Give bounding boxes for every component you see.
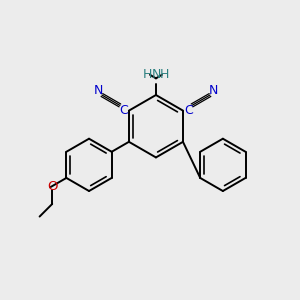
Text: H: H bbox=[143, 68, 152, 81]
Text: N: N bbox=[151, 68, 160, 81]
Text: H: H bbox=[160, 68, 169, 81]
Text: N: N bbox=[208, 84, 218, 98]
Text: C: C bbox=[119, 104, 128, 117]
Text: N: N bbox=[94, 84, 104, 98]
Text: O: O bbox=[47, 180, 58, 193]
Text: C: C bbox=[184, 104, 193, 117]
